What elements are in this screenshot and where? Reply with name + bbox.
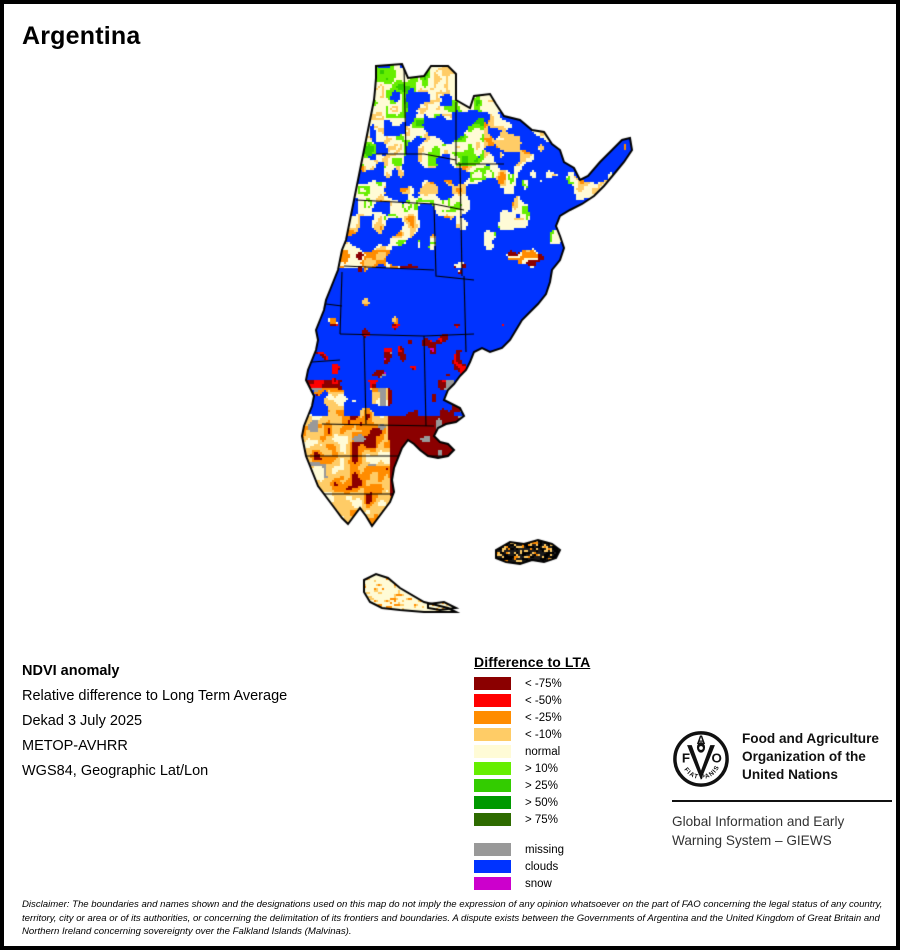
svg-text:F: F — [682, 750, 690, 765]
legend-swatch — [474, 762, 511, 775]
legend-title: Difference to LTA — [474, 654, 591, 670]
legend-label: > 50% — [525, 796, 558, 809]
legend-swatch — [474, 694, 511, 707]
fao-branding: F A O FIAT PANIS Food and Agriculture Or… — [672, 730, 894, 850]
giews-label: Global Information and Early Warning Sys… — [672, 812, 894, 850]
fao-logo-row: F A O FIAT PANIS Food and Agriculture Or… — [672, 730, 894, 788]
legend-class-list: < -75% < -50% < -25% < -10% normal > 10% > 25%… — [474, 675, 644, 828]
legend-swatch — [474, 711, 511, 724]
fao-name-line-3: United Nations — [742, 767, 838, 782]
legend-item-50: > 50% — [474, 794, 644, 811]
legend-item-50: < -50% — [474, 692, 644, 709]
legend-item-snow: snow — [474, 875, 644, 892]
ndvi-anomaly-map — [4, 4, 900, 644]
legend-label: snow — [525, 877, 552, 890]
legend: Difference to LTA < -75% < -50% < -25% < -1… — [474, 654, 644, 892]
legend-swatch — [474, 796, 511, 809]
legend-item-10: > 10% — [474, 760, 644, 777]
legend-label: > 25% — [525, 779, 558, 792]
fao-name-line-2: Organization of the — [742, 749, 866, 764]
legend-swatch — [474, 860, 511, 873]
legend-swatch — [474, 677, 511, 690]
legend-label: < -50% — [525, 694, 562, 707]
legend-swatch — [474, 779, 511, 792]
metadata-line-description: Relative difference to Long Term Average — [22, 688, 288, 704]
disclaimer-text: Disclaimer: The boundaries and names sho… — [22, 899, 883, 938]
legend-swatch — [474, 877, 511, 890]
legend-item-75: > 75% — [474, 811, 644, 828]
legend-item-25: < -25% — [474, 709, 644, 726]
legend-label: > 10% — [525, 762, 558, 775]
legend-label: < -10% — [525, 728, 562, 741]
fao-divider — [672, 800, 892, 802]
metadata-line-projection: WGS84, Geographic Lat/Lon — [22, 763, 209, 779]
legend-swatch — [474, 745, 511, 758]
map-metadata: NDVI anomaly Relative difference to Long… — [22, 659, 452, 784]
svg-text:O: O — [711, 750, 721, 765]
fao-name-line-1: Food and Agriculture — [742, 731, 879, 746]
fao-organization-name: Food and Agriculture Organization of the… — [742, 730, 879, 784]
svg-text:A: A — [697, 733, 706, 747]
legend-swatch — [474, 728, 511, 741]
legend-label: > 75% — [525, 813, 558, 826]
legend-label: clouds — [525, 860, 559, 873]
legend-label: normal — [525, 745, 561, 758]
legend-swatch — [474, 813, 511, 826]
legend-special-list: missing clouds snow — [474, 841, 644, 892]
legend-item-normal: normal — [474, 743, 644, 760]
legend-item-25: > 25% — [474, 777, 644, 794]
legend-item-10: < -10% — [474, 726, 644, 743]
legend-item-missing: missing — [474, 841, 644, 858]
giews-line-2: Warning System – GIEWS — [672, 833, 832, 848]
legend-item-clouds: clouds — [474, 858, 644, 875]
map-figure — [4, 4, 900, 644]
legend-spacer — [474, 828, 644, 841]
legend-label: < -25% — [525, 711, 562, 724]
legend-item-75: < -75% — [474, 675, 644, 692]
legend-label: < -75% — [525, 677, 562, 690]
legend-swatch — [474, 843, 511, 856]
fao-emblem-icon: F A O FIAT PANIS — [672, 730, 730, 788]
metadata-line-period: Dekad 3 July 2025 — [22, 713, 143, 729]
metadata-line-product: NDVI anomaly — [22, 663, 120, 679]
giews-line-1: Global Information and Early — [672, 814, 845, 829]
metadata-line-sensor: METOP-AVHRR — [22, 738, 128, 754]
legend-label: missing — [525, 843, 564, 856]
